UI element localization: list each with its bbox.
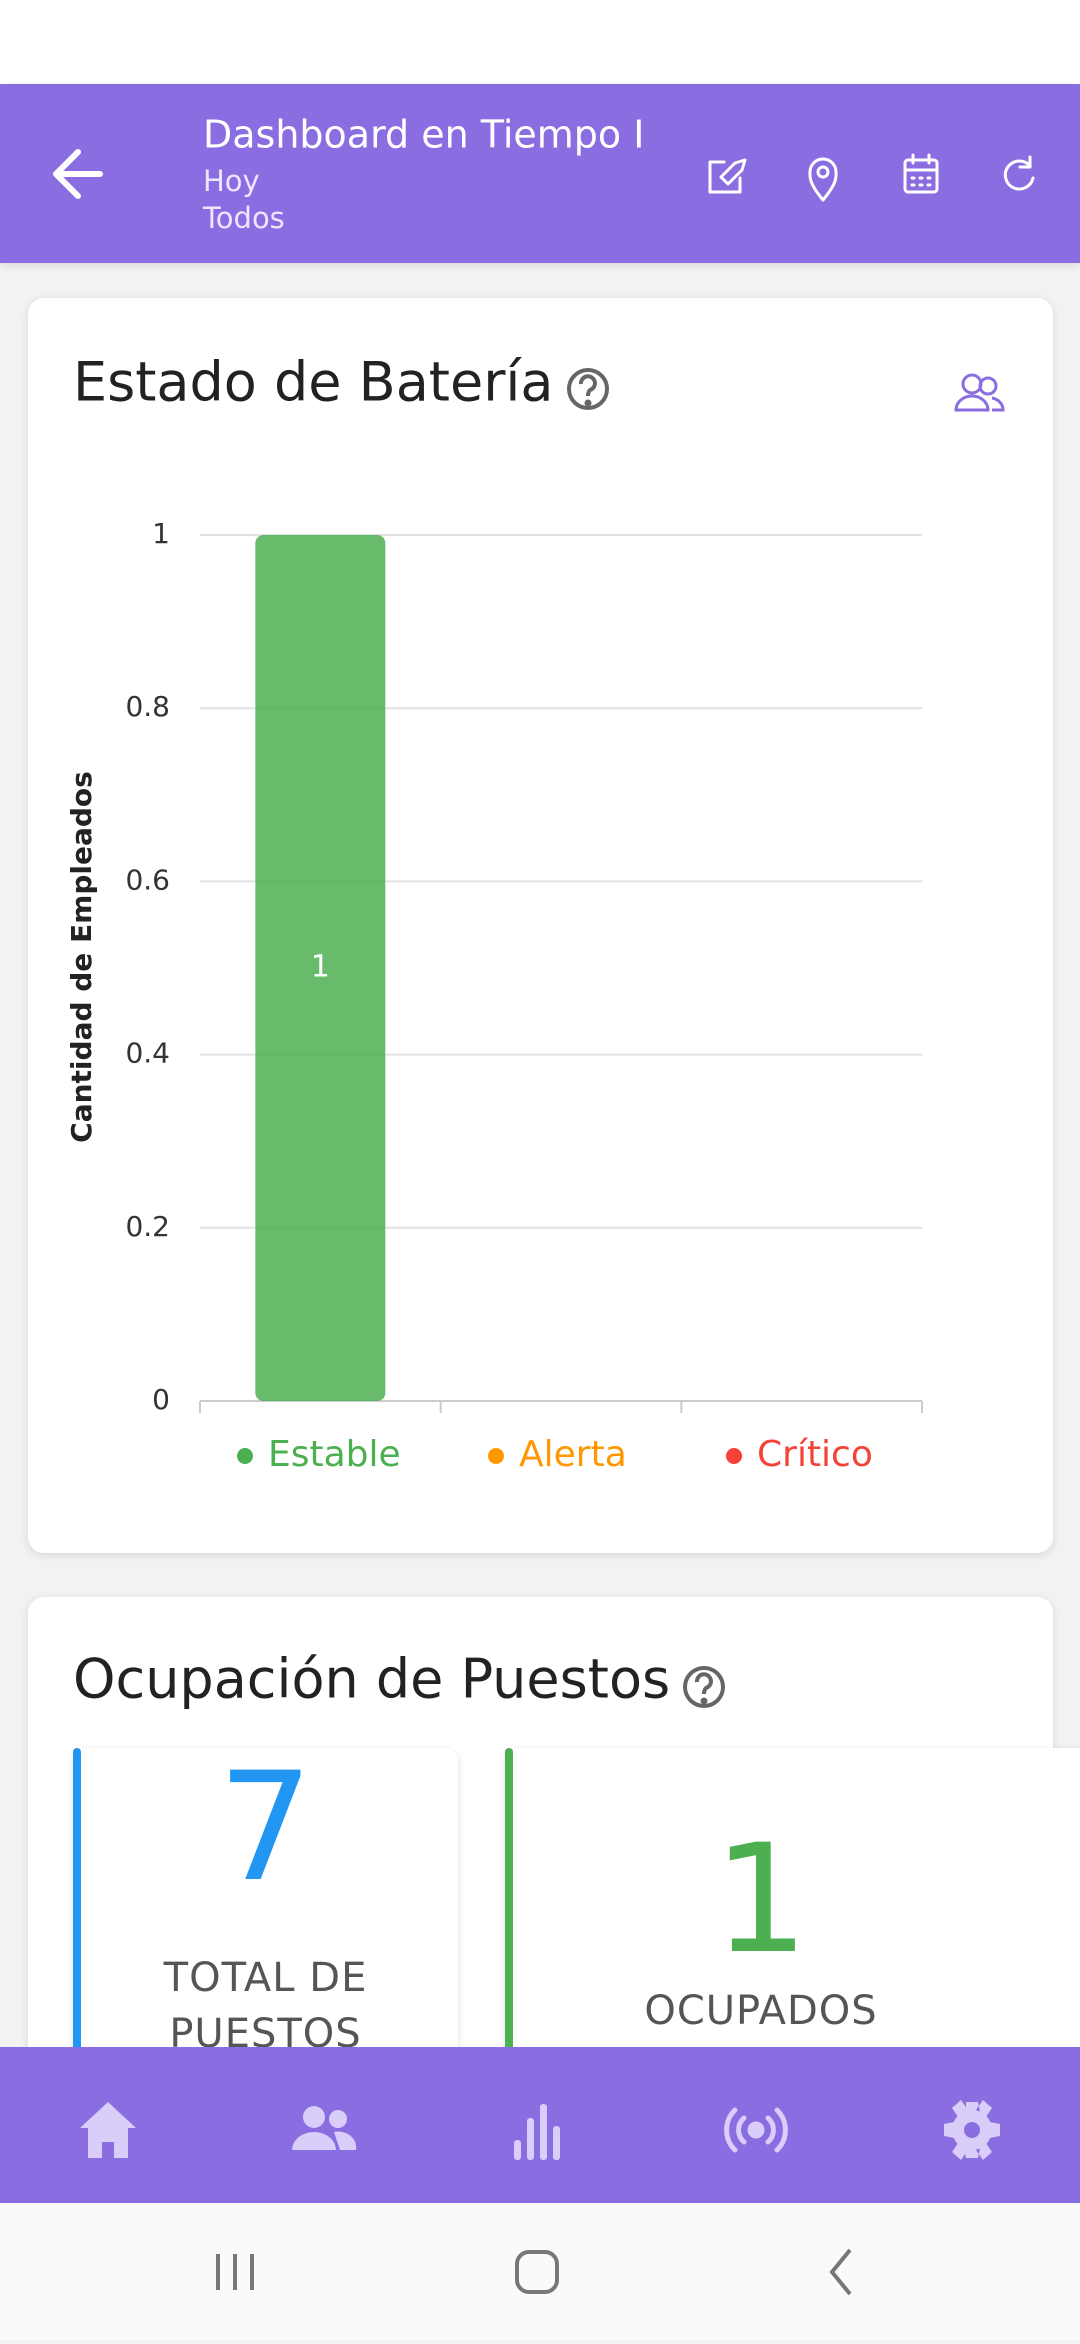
app-filter: Todos bbox=[202, 201, 285, 235]
card-title: Estado de Batería bbox=[73, 351, 554, 414]
refresh-icon[interactable] bbox=[1003, 155, 1035, 191]
y-tick-label: 1 bbox=[152, 517, 170, 550]
help-icon[interactable] bbox=[567, 368, 609, 410]
y-tick-label: 0.4 bbox=[125, 1037, 170, 1070]
nav-home[interactable] bbox=[80, 2102, 136, 2158]
app-subtitle: Hoy bbox=[203, 164, 260, 198]
location-icon[interactable] bbox=[808, 157, 838, 202]
nav-stats[interactable] bbox=[514, 2104, 560, 2160]
calendar-icon[interactable] bbox=[903, 153, 939, 194]
battery-chart: 0 0.2 0.4 0.6 0.8 1 Cantidad de Empleados 1 Esta… bbox=[65, 517, 923, 1475]
app-title: Dashboard en Tiempo I bbox=[203, 113, 644, 157]
nav-signal[interactable] bbox=[724, 2107, 788, 2153]
battery-card bbox=[28, 298, 1053, 1553]
back-button[interactable] bbox=[53, 149, 103, 199]
stat-label-box: OCUPADOS bbox=[644, 1988, 878, 2034]
y-tick-label: 0.2 bbox=[125, 1210, 170, 1243]
home-button[interactable] bbox=[515, 2250, 559, 2294]
data-label: 1 bbox=[311, 950, 330, 985]
card-title: Ocupación de Puestos bbox=[73, 1648, 670, 1711]
legend-label: Alerta bbox=[519, 1434, 627, 1475]
status-bar bbox=[0, 0, 1080, 84]
y-axis-label: Cantidad de Empleados bbox=[65, 771, 98, 1143]
app-bar bbox=[0, 84, 1080, 263]
recents-button[interactable] bbox=[216, 2254, 254, 2290]
y-tick-label: 0.6 bbox=[125, 863, 170, 896]
nav-settings[interactable] bbox=[944, 2100, 1000, 2160]
legend-marker bbox=[237, 1448, 253, 1464]
system-nav bbox=[0, 2203, 1080, 2340]
bar bbox=[255, 535, 386, 1401]
stat-label: OCUPADOS bbox=[644, 1988, 878, 2034]
edit-icon[interactable] bbox=[708, 158, 747, 194]
stat-value: 7 bbox=[218, 1741, 313, 1915]
back-nav-button[interactable] bbox=[829, 2248, 852, 2296]
legend-marker bbox=[726, 1448, 742, 1464]
nav-employees[interactable] bbox=[292, 2106, 357, 2150]
stat-label: TOTAL DE PUESTOS bbox=[163, 1955, 368, 2057]
stat-value: 1 bbox=[713, 1813, 808, 1987]
y-tick-label: 0.8 bbox=[125, 690, 170, 723]
help-icon[interactable] bbox=[683, 1666, 725, 1708]
employees-icon[interactable] bbox=[954, 373, 1005, 412]
legend-marker bbox=[488, 1448, 504, 1464]
y-tick-label: 0 bbox=[152, 1383, 170, 1416]
legend-label: Estable bbox=[268, 1434, 401, 1475]
legend-label: Crítico bbox=[757, 1434, 873, 1475]
